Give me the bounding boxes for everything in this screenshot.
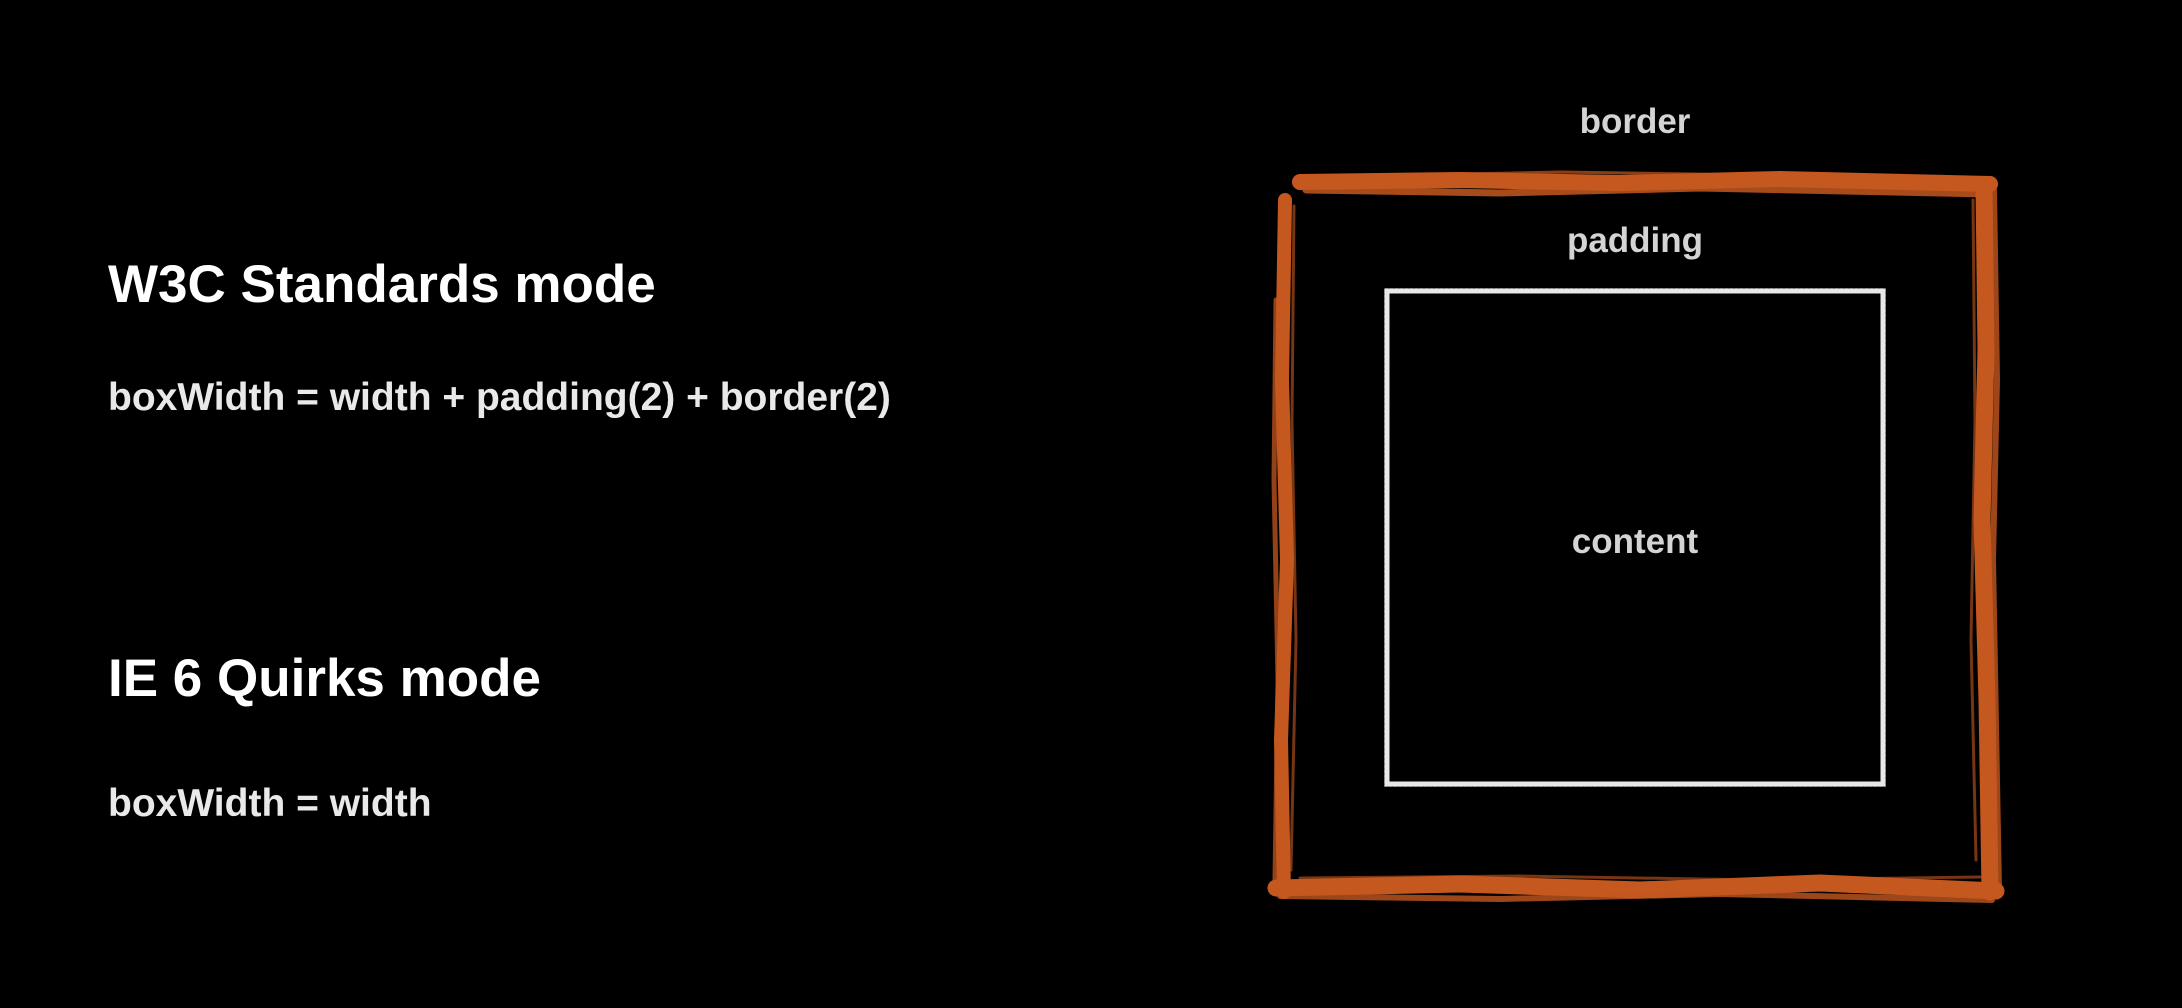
ie6-quirks-heading: IE 6 Quirks mode: [108, 649, 541, 708]
w3c-standards-formula: boxWidth = width + padding(2) + border(2…: [108, 376, 891, 419]
border-right-stroke-fray: [1969, 198, 1978, 862]
content-outline-rough: [1384, 288, 1886, 787]
content-outline: [1384, 288, 1886, 787]
border-left-stroke-rough: [1271, 297, 1281, 883]
border-bottom-stroke: [1267, 874, 2005, 900]
border-bottom-stroke-rough: [1277, 890, 1995, 903]
padding-label: padding: [1566, 221, 1704, 260]
content-label: content: [1571, 522, 1699, 561]
w3c-standards-heading: W3C Standards mode: [108, 255, 656, 314]
border-top-stroke-rough: [1302, 184, 1992, 198]
content-frame: [1384, 288, 1886, 787]
ie6-quirks-formula: boxWidth = width: [108, 782, 432, 825]
border-label: border: [1579, 102, 1691, 141]
border-left-stroke-fray: [1289, 204, 1298, 872]
border-top-stroke-fray: [1368, 170, 1762, 178]
border-top-stroke: [1292, 170, 1998, 192]
border-right-stroke: [1973, 177, 1999, 901]
border-right-stroke-rough: [1989, 187, 2002, 893]
border-left-stroke: [1273, 193, 1295, 899]
border-frame: [1267, 170, 2005, 903]
border-bottom-stroke-fray: [1298, 874, 1982, 882]
